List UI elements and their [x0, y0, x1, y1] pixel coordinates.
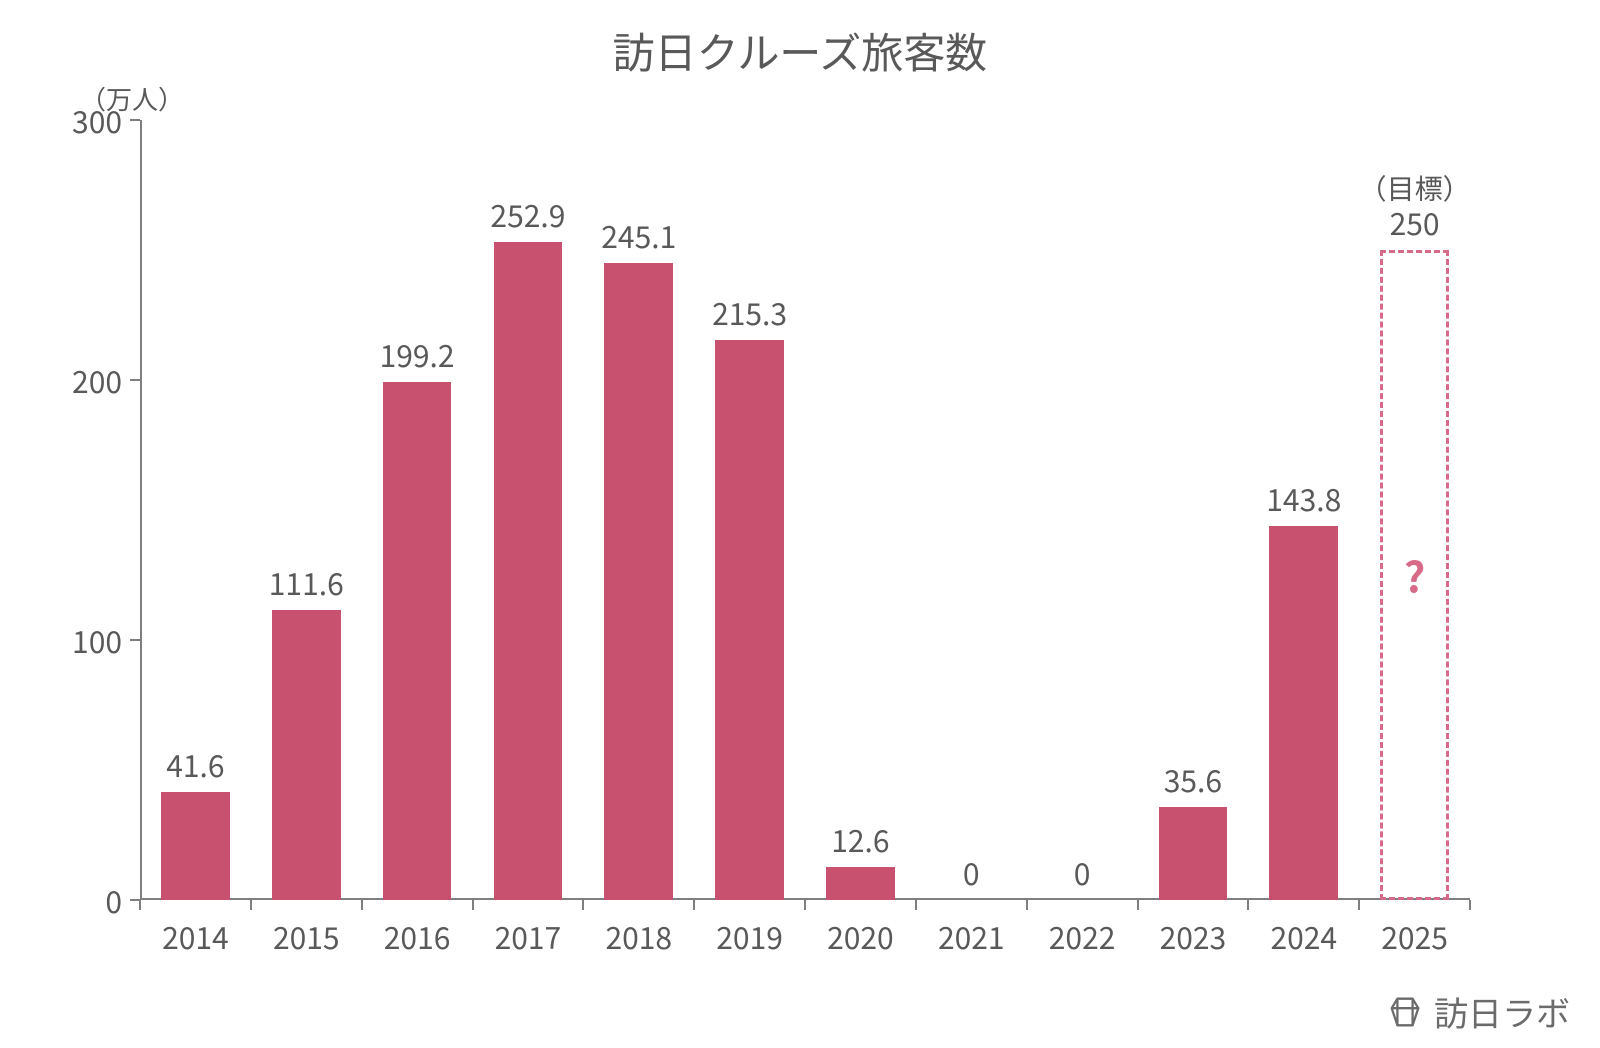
brand-text: 訪日ラボ — [1434, 987, 1570, 1036]
bar-value-label: 41.6 — [166, 742, 224, 786]
x-tick-label: 2022 — [1049, 914, 1116, 958]
x-tick-label: 2016 — [384, 914, 451, 958]
chart-title: 訪日クルーズ旅客数 — [0, 20, 1600, 81]
bar-value-label: 12.6 — [831, 817, 889, 861]
bar-value-label: 245.1 — [601, 213, 676, 257]
plot-area: 0100200300 41.6111.6199.2252.9245.1215.3… — [140, 120, 1470, 900]
x-tick-mark — [582, 900, 584, 910]
target-note: （目標） — [1359, 168, 1471, 208]
data-bar — [494, 242, 563, 900]
bar-value-label: 0 — [1074, 850, 1091, 894]
x-tick-mark — [250, 900, 252, 910]
y-tick-mark — [130, 639, 140, 641]
x-tick-mark — [1026, 900, 1028, 910]
y-tick-label: 100 — [42, 618, 122, 662]
data-bar — [604, 263, 673, 900]
x-tick-label: 2021 — [938, 914, 1005, 958]
bar-value-label: 111.6 — [269, 560, 344, 604]
bar-value-label: 143.8 — [1266, 476, 1341, 520]
x-tick-label: 2017 — [495, 914, 562, 958]
x-tick-label: 2024 — [1270, 914, 1337, 958]
x-tick-mark — [1247, 900, 1249, 910]
y-tick-label: 300 — [42, 98, 122, 142]
bar-value-label: 199.2 — [380, 332, 455, 376]
y-tick-mark — [130, 379, 140, 381]
data-bar — [383, 382, 452, 900]
data-bar — [826, 867, 895, 900]
bar-value-label: 35.6 — [1164, 757, 1222, 801]
x-tick-mark — [804, 900, 806, 910]
x-tick-label: 2020 — [827, 914, 894, 958]
chart-container: 訪日クルーズ旅客数 （万人） 0100200300 41.6111.6199.2… — [0, 0, 1600, 1048]
y-tick-label: 0 — [42, 878, 122, 922]
data-bar — [1269, 526, 1338, 900]
x-tick-label: 2023 — [1160, 914, 1227, 958]
bar-value-label: 215.3 — [712, 290, 787, 334]
data-bar — [715, 340, 784, 900]
x-tick-label: 2015 — [273, 914, 340, 958]
x-tick-mark — [139, 900, 141, 910]
x-tick-mark — [693, 900, 695, 910]
x-tick-label: 2018 — [605, 914, 672, 958]
brand-icon — [1386, 993, 1424, 1031]
x-tick-mark — [361, 900, 363, 910]
x-tick-mark — [915, 900, 917, 910]
x-tick-mark — [1358, 900, 1360, 910]
x-tick-label: 2025 — [1381, 914, 1448, 958]
x-tick-label: 2019 — [716, 914, 783, 958]
data-bar — [1159, 807, 1228, 900]
x-tick-label: 2014 — [162, 914, 229, 958]
bar-value-label: 252.9 — [490, 192, 565, 236]
x-tick-mark — [472, 900, 474, 910]
y-tick-label: 200 — [42, 358, 122, 402]
data-bar — [272, 610, 341, 900]
target-question-mark: ? — [1404, 545, 1426, 606]
bar-value-label: 0 — [963, 850, 980, 894]
y-tick-mark — [130, 119, 140, 121]
x-tick-mark — [1137, 900, 1139, 910]
y-axis-line — [140, 120, 142, 900]
data-bar — [161, 792, 230, 900]
x-tick-mark — [1469, 900, 1471, 910]
brand-logo: 訪日ラボ — [1386, 987, 1570, 1036]
